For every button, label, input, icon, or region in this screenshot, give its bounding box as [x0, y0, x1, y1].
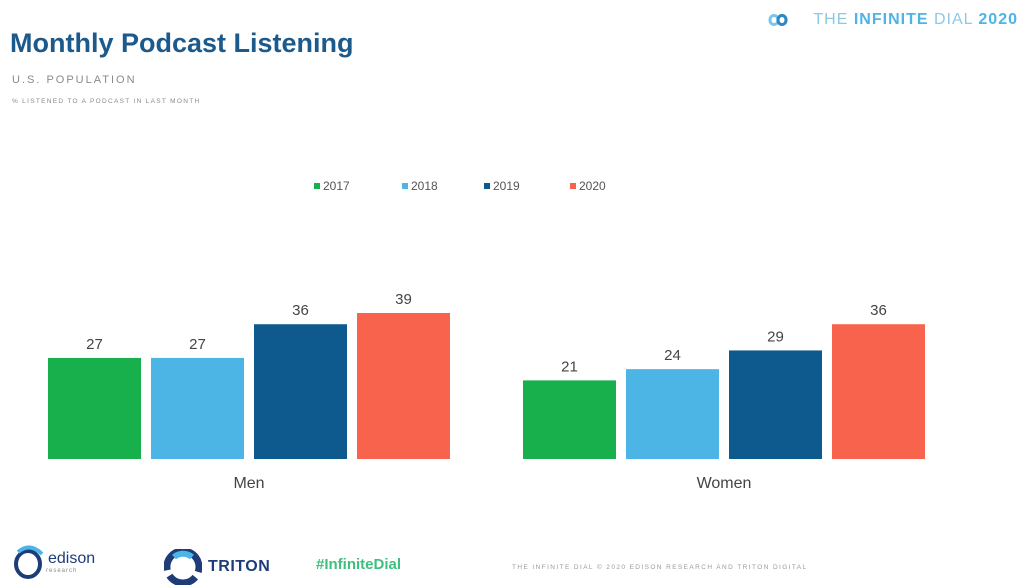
edison-mark-icon: [14, 545, 44, 579]
category-label-men: Men: [233, 475, 264, 492]
chart-caption: % LISTENED TO A PODCAST IN LAST MONTH: [12, 98, 201, 105]
triton-wordmark: TRITON: [208, 558, 271, 575]
edison-wordmark: edison: [48, 550, 96, 567]
infinity-icon: [768, 14, 788, 26]
legend-label-2020: 2020: [579, 179, 606, 193]
bar-women-2019: [729, 350, 822, 459]
data-label-men-2018: 27: [189, 336, 206, 353]
brand-year: 2020: [978, 11, 1018, 28]
brand-name: INFINITE: [853, 11, 929, 28]
bar-men-2019: [254, 324, 347, 459]
data-label-women-2020: 36: [870, 302, 887, 319]
bar-women-2018: [626, 369, 719, 459]
bar-women-2020: [832, 324, 925, 459]
data-label-men-2020: 39: [395, 291, 412, 308]
brand-the: THE: [813, 11, 849, 28]
triton-mark-icon: [164, 549, 202, 585]
data-label-men-2017: 27: [86, 336, 103, 353]
legend-label-2018: 2018: [411, 179, 438, 193]
data-label-women-2019: 29: [767, 328, 784, 345]
edison-logo: edison research: [12, 540, 95, 584]
legend-label-2017: 2017: [323, 179, 350, 193]
bar-men-2018: [151, 357, 244, 459]
legend-swatch-2019: [484, 183, 490, 189]
bar-women-2017: [523, 380, 616, 459]
subtitle: U.S. POPULATION: [12, 74, 137, 86]
brand-dial: DIAL: [933, 11, 973, 28]
page-title: Monthly Podcast Listening: [10, 28, 354, 58]
legend-swatch-2020: [570, 183, 576, 189]
brand-wordmark: THE INFINITE DIAL 2020: [813, 11, 1018, 29]
legend-swatch-2018: [402, 183, 408, 189]
legend-label-2019: 2019: [493, 179, 520, 193]
category-label-women: Women: [697, 475, 752, 492]
triton-logo: TRITON: [164, 546, 270, 588]
data-label-men-2019: 36: [292, 302, 309, 319]
legend-swatch-2017: [314, 183, 320, 189]
hashtag-link[interactable]: #InfiniteDial: [316, 556, 402, 573]
edison-sub: research: [46, 568, 78, 574]
data-label-women-2017: 21: [561, 358, 578, 375]
copyright-text: THE INFINITE DIAL © 2020 EDISON RESEARCH…: [512, 564, 808, 571]
infinite-dial-logo: THE INFINITE DIAL 2020: [767, 10, 1018, 30]
data-label-women-2018: 24: [664, 347, 681, 364]
bar-men-2020: [357, 313, 450, 459]
bar-men-2017: [48, 357, 141, 459]
